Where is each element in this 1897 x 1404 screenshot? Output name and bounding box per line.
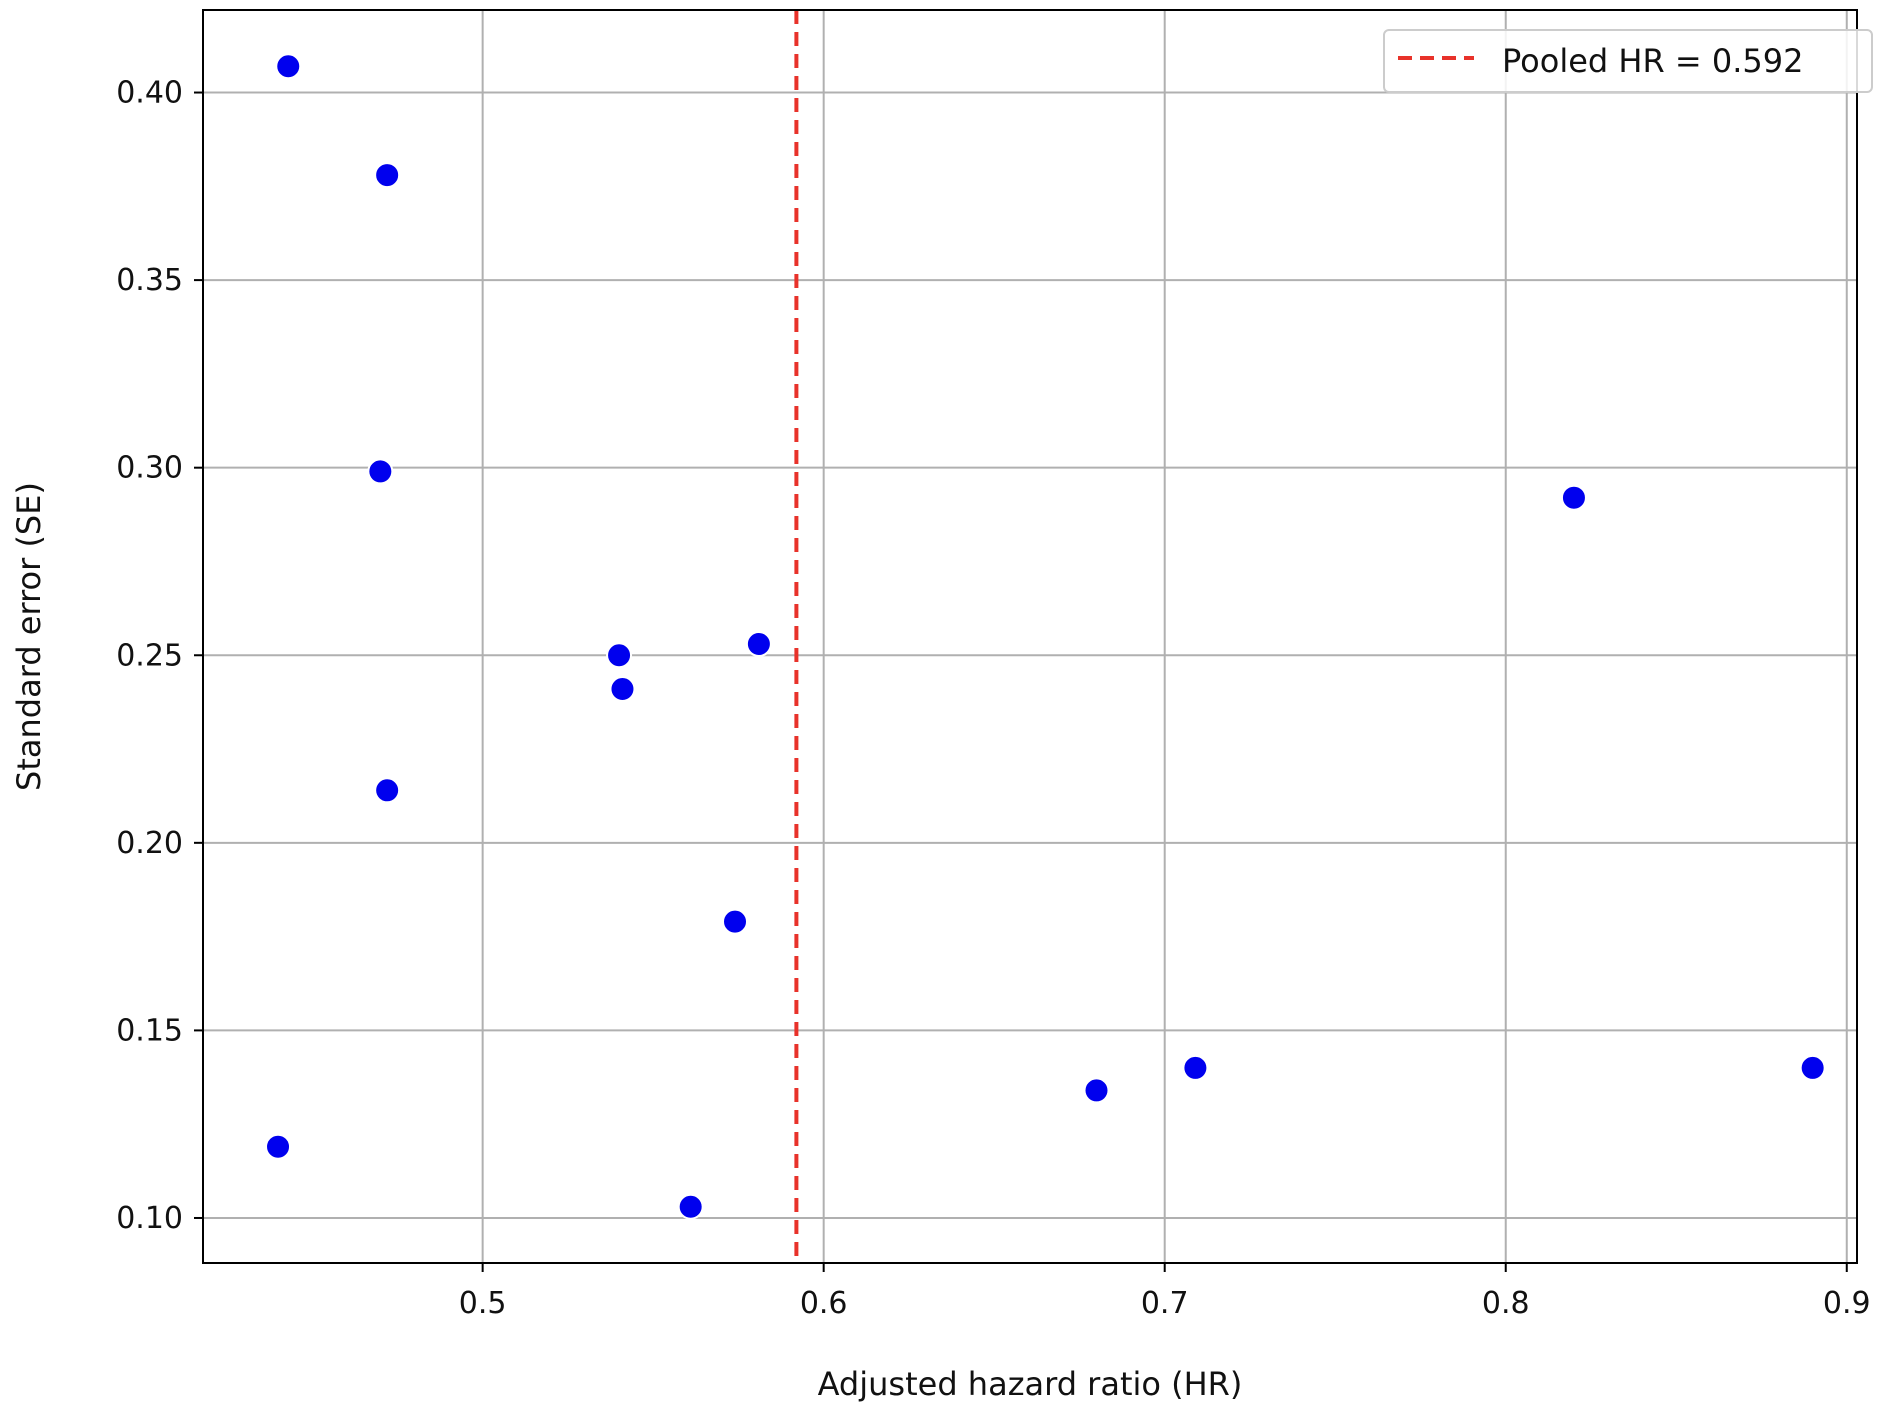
data-points-layer [265, 53, 1826, 1220]
data-point [606, 642, 633, 669]
data-point [1560, 484, 1587, 511]
data-point [1083, 1077, 1110, 1104]
y-tick-label: 0.15 [116, 1013, 183, 1048]
y-tick-label: 0.20 [116, 826, 183, 861]
x-tick-label: 0.8 [1482, 1286, 1530, 1321]
legend-box [1383, 29, 1873, 93]
data-point [275, 53, 302, 80]
plot-frame [202, 9, 1858, 1264]
y-tick-label: 0.25 [116, 638, 183, 673]
x-axis-label: Adjusted hazard ratio (HR) [818, 1365, 1243, 1403]
y-tick-label: 0.30 [116, 451, 183, 486]
x-tick-layer: 0.5 0.6 0.7 0.8 0.9 [459, 1263, 1871, 1321]
data-point [367, 458, 394, 485]
grid-layer [203, 10, 1857, 1263]
y-axis-label: Standard error (SE) [10, 482, 48, 791]
data-point [1799, 1054, 1826, 1081]
legend-label: Pooled HR = 0.592 [1502, 42, 1803, 80]
data-point [1182, 1054, 1209, 1081]
x-tick-label: 0.6 [800, 1286, 848, 1321]
data-point [722, 908, 749, 935]
y-tick-label: 0.35 [116, 263, 183, 298]
y-tick-label: 0.40 [116, 76, 183, 111]
x-tick-label: 0.9 [1823, 1286, 1871, 1321]
y-tick-layer: 0.10 0.15 0.20 0.25 0.30 0.35 0.40 [116, 76, 203, 1236]
x-tick-label: 0.5 [459, 1286, 507, 1321]
data-point [374, 777, 401, 804]
x-tick-label: 0.7 [1141, 1286, 1189, 1321]
data-point [745, 631, 772, 658]
data-point [677, 1193, 704, 1220]
data-point [609, 676, 636, 703]
data-point [265, 1133, 292, 1160]
legend: Pooled HR = 0.592 [1383, 29, 1873, 93]
y-tick-label: 0.10 [116, 1201, 183, 1236]
data-point [374, 162, 401, 189]
